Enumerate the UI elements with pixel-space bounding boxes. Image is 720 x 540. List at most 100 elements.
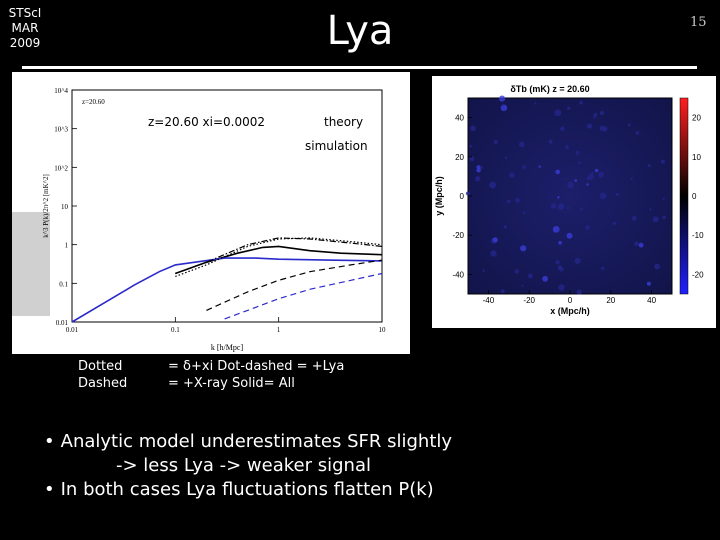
series-line-solid bbox=[71, 257, 383, 323]
axis-ticks: 10^4 10^3 10^2 10 1 0.1 0.010.01 0.1 1 10 bbox=[54, 87, 386, 334]
heatmap-features bbox=[465, 95, 666, 295]
map-speckle bbox=[521, 284, 524, 287]
map-y-tick-label: 0 bbox=[460, 192, 465, 201]
corner-line-1: STScI bbox=[8, 6, 42, 20]
x-axis-label: k [h/Mpc] bbox=[211, 343, 244, 352]
map-speckle bbox=[652, 216, 659, 223]
colorbar bbox=[679, 97, 689, 295]
map-speckle bbox=[615, 192, 619, 197]
map-speckle bbox=[635, 131, 640, 135]
colorbar-tick-label: 10 bbox=[692, 153, 701, 162]
bullet-marker: • bbox=[44, 479, 55, 500]
map-speckle bbox=[552, 226, 560, 233]
map-speckle bbox=[601, 266, 605, 270]
map-x-tick-label: 40 bbox=[647, 296, 656, 305]
series-line-dotted bbox=[175, 237, 383, 278]
note-line-2: = +X-ray Solid= All bbox=[168, 376, 295, 391]
note-dotted: Dotted bbox=[78, 359, 123, 374]
map-speckle bbox=[534, 102, 537, 105]
map-speckle bbox=[470, 125, 476, 132]
map-x-tick-label: -40 bbox=[483, 296, 495, 305]
y-tick-label: 10^3 bbox=[54, 126, 68, 134]
map-speckle bbox=[646, 281, 651, 286]
overlay-theory-label: theory bbox=[324, 115, 363, 129]
map-title: δTb (mK) z = 20.60 bbox=[510, 84, 589, 94]
map-speckle bbox=[630, 177, 633, 180]
series-line-dashed bbox=[224, 272, 383, 320]
map-speckle bbox=[593, 116, 596, 119]
map-speckle bbox=[504, 156, 508, 159]
map-speckle bbox=[465, 191, 471, 196]
map-speckle bbox=[598, 171, 604, 178]
map-speckle bbox=[660, 159, 665, 164]
map-speckle bbox=[523, 211, 526, 214]
map-speckle bbox=[514, 269, 519, 274]
map-speckle bbox=[564, 145, 569, 150]
corner-line-3: 2009 bbox=[9, 36, 41, 50]
map-speckle bbox=[555, 169, 560, 175]
map-speckle bbox=[566, 232, 573, 239]
y-tick-label: 0.1 bbox=[59, 280, 68, 288]
map-speckle bbox=[586, 183, 589, 186]
page-number: 15 bbox=[690, 15, 707, 30]
y-tick-label: 10^4 bbox=[54, 87, 68, 95]
temperature-map-plot: δTb (mK) z = 20.60 -40 -20 0 20 4040200-20-4… bbox=[432, 76, 716, 328]
map-y-axis-label: y (Mpc/h) bbox=[434, 176, 444, 216]
y-tick-label: 10 bbox=[61, 203, 69, 211]
map-speckle bbox=[499, 95, 506, 102]
x-tick-label: 10 bbox=[379, 326, 387, 334]
map-speckle bbox=[557, 196, 560, 199]
map-speckle bbox=[662, 197, 665, 200]
map-speckle bbox=[576, 289, 582, 295]
map-speckle bbox=[503, 225, 508, 229]
note-dashed: Dashed bbox=[78, 376, 128, 391]
bullet-1-text: Analytic model underestimates SFR slight… bbox=[60, 431, 453, 452]
map-speckle bbox=[492, 237, 498, 243]
heatmap-image bbox=[467, 97, 673, 295]
map-y-tick-label: 40 bbox=[455, 114, 464, 123]
map-speckle bbox=[507, 199, 511, 204]
map-speckle bbox=[520, 245, 527, 252]
map-speckle bbox=[579, 100, 583, 105]
map-speckle bbox=[479, 166, 483, 170]
map-y-tick-label: 20 bbox=[455, 153, 464, 162]
bullet-2-text: In both cases Lya fluctuations flatten P… bbox=[60, 479, 434, 500]
bullet-list: • Analytic model underestimates SFR sligh… bbox=[44, 430, 644, 502]
map-speckle bbox=[599, 192, 607, 200]
map-speckle bbox=[574, 179, 577, 182]
x-tick-label: 1 bbox=[277, 326, 281, 334]
map-speckle bbox=[560, 126, 565, 131]
map-speckle bbox=[490, 250, 497, 257]
colorbar-ticks: 20 10 0 -10 -20 bbox=[692, 114, 704, 280]
map-speckle bbox=[476, 165, 481, 169]
map-speckle bbox=[627, 123, 631, 127]
colorbar-tick-label: 20 bbox=[692, 114, 701, 123]
map-speckle bbox=[599, 125, 606, 131]
legend-notes-left: Dotted Dashed bbox=[78, 358, 127, 392]
map-speckle bbox=[482, 269, 485, 272]
map-speckle bbox=[548, 139, 553, 144]
map-speckle bbox=[638, 242, 644, 248]
power-spectrum-plot: 10^4 10^3 10^2 10 1 0.1 0.010.01 0.1 1 10 z=20.60… bbox=[12, 72, 410, 354]
series-line-solid bbox=[175, 245, 383, 275]
y-axis-label: k^3 P(k)/2π^2 [mK^2] bbox=[42, 174, 50, 238]
map-speckle bbox=[501, 104, 504, 107]
map-speckle bbox=[649, 208, 652, 211]
map-speckle bbox=[509, 172, 515, 178]
colorbar-tick-label: -10 bbox=[692, 231, 704, 240]
map-speckle bbox=[588, 173, 594, 180]
map-speckle bbox=[575, 150, 580, 155]
map-speckle bbox=[634, 241, 639, 246]
map-y-tick-label: -40 bbox=[452, 270, 464, 279]
series-lines bbox=[71, 237, 383, 323]
map-speckle bbox=[469, 156, 475, 162]
temperature-map-figure: δTb (mK) z = 20.60 -40 -20 0 20 40 40 20 0 -20 -4… bbox=[432, 76, 716, 328]
map-speckle bbox=[564, 178, 567, 181]
overlay-simulation-label: simulation bbox=[305, 139, 368, 153]
series-line-dashed bbox=[206, 259, 383, 311]
map-speckle bbox=[475, 176, 481, 182]
y-tick-label: 1 bbox=[65, 242, 69, 250]
map-speckle bbox=[654, 263, 660, 270]
map-speckle bbox=[566, 206, 570, 210]
map-speckle bbox=[557, 265, 562, 270]
